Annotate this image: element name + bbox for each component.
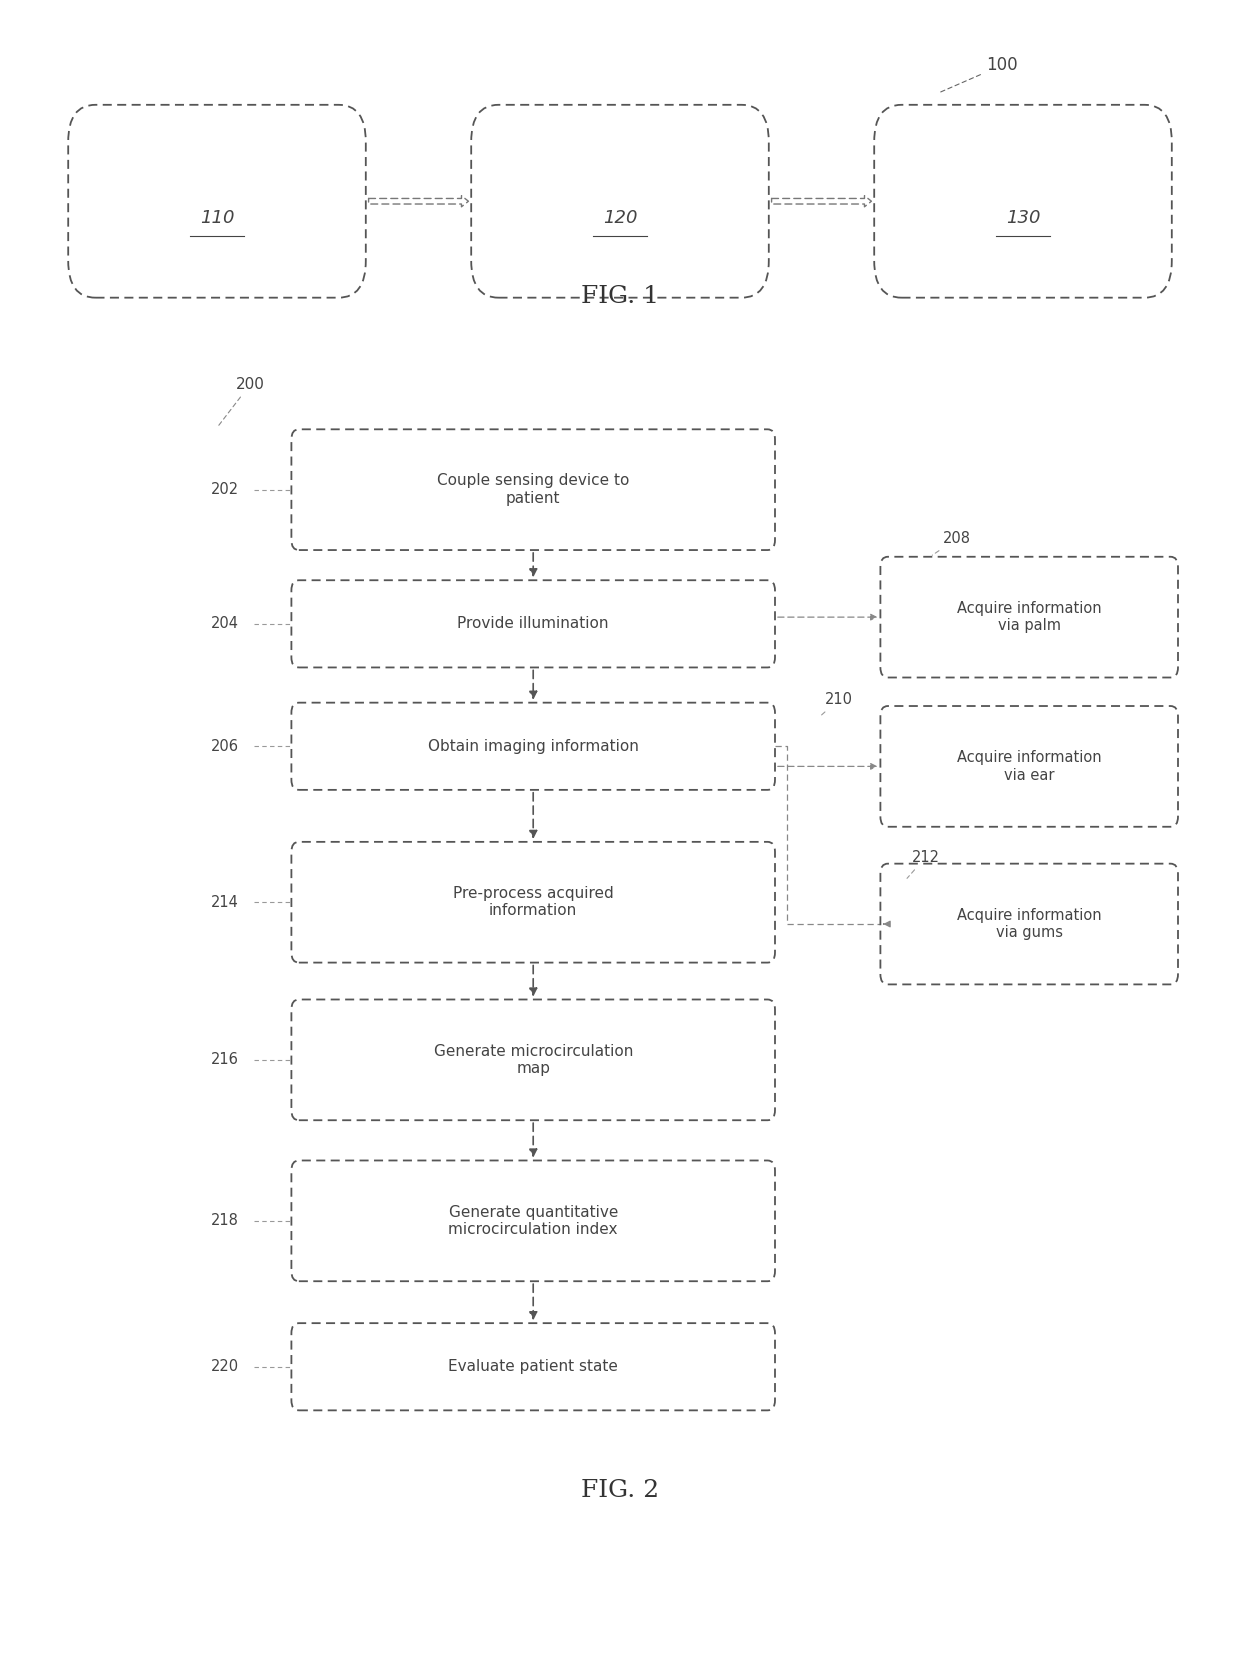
Text: 212: 212	[906, 850, 940, 879]
FancyBboxPatch shape	[291, 429, 775, 550]
FancyBboxPatch shape	[291, 703, 775, 790]
Text: Acquire information
via ear: Acquire information via ear	[957, 750, 1101, 783]
Text: 110: 110	[200, 210, 234, 226]
Text: 202: 202	[211, 483, 239, 496]
Text: 214: 214	[211, 896, 238, 909]
Text: Generate quantitative
microcirculation index: Generate quantitative microcirculation i…	[449, 1204, 618, 1238]
Text: Obtain imaging information: Obtain imaging information	[428, 740, 639, 753]
Text: Evaluate patient state: Evaluate patient state	[449, 1360, 618, 1373]
Text: 100: 100	[939, 57, 1018, 92]
FancyBboxPatch shape	[291, 842, 775, 963]
FancyBboxPatch shape	[291, 1323, 775, 1410]
FancyBboxPatch shape	[880, 864, 1178, 984]
Text: FIG. 2: FIG. 2	[580, 1479, 660, 1503]
Text: Provide illumination: Provide illumination	[458, 617, 609, 631]
Text: 210: 210	[821, 693, 853, 716]
Text: Acquire information
via gums: Acquire information via gums	[957, 907, 1101, 941]
Text: 200: 200	[218, 377, 264, 426]
Text: Acquire information
via palm: Acquire information via palm	[957, 600, 1101, 634]
FancyBboxPatch shape	[880, 706, 1178, 827]
Text: 206: 206	[211, 740, 239, 753]
Text: 130: 130	[1006, 210, 1040, 226]
Text: 218: 218	[211, 1214, 238, 1228]
FancyBboxPatch shape	[68, 104, 366, 299]
Text: 204: 204	[211, 617, 239, 631]
Text: FIG. 1: FIG. 1	[582, 285, 658, 309]
Text: 120: 120	[603, 210, 637, 226]
FancyBboxPatch shape	[471, 104, 769, 299]
FancyBboxPatch shape	[874, 104, 1172, 299]
FancyBboxPatch shape	[291, 1160, 775, 1281]
FancyBboxPatch shape	[880, 557, 1178, 678]
Text: 216: 216	[211, 1053, 238, 1067]
Text: 220: 220	[211, 1360, 239, 1373]
Text: Generate microcirculation
map: Generate microcirculation map	[434, 1043, 632, 1077]
Text: 208: 208	[932, 532, 971, 555]
FancyBboxPatch shape	[291, 580, 775, 667]
Text: Couple sensing device to
patient: Couple sensing device to patient	[436, 473, 630, 506]
Text: Pre-process acquired
information: Pre-process acquired information	[453, 885, 614, 919]
FancyBboxPatch shape	[291, 999, 775, 1120]
